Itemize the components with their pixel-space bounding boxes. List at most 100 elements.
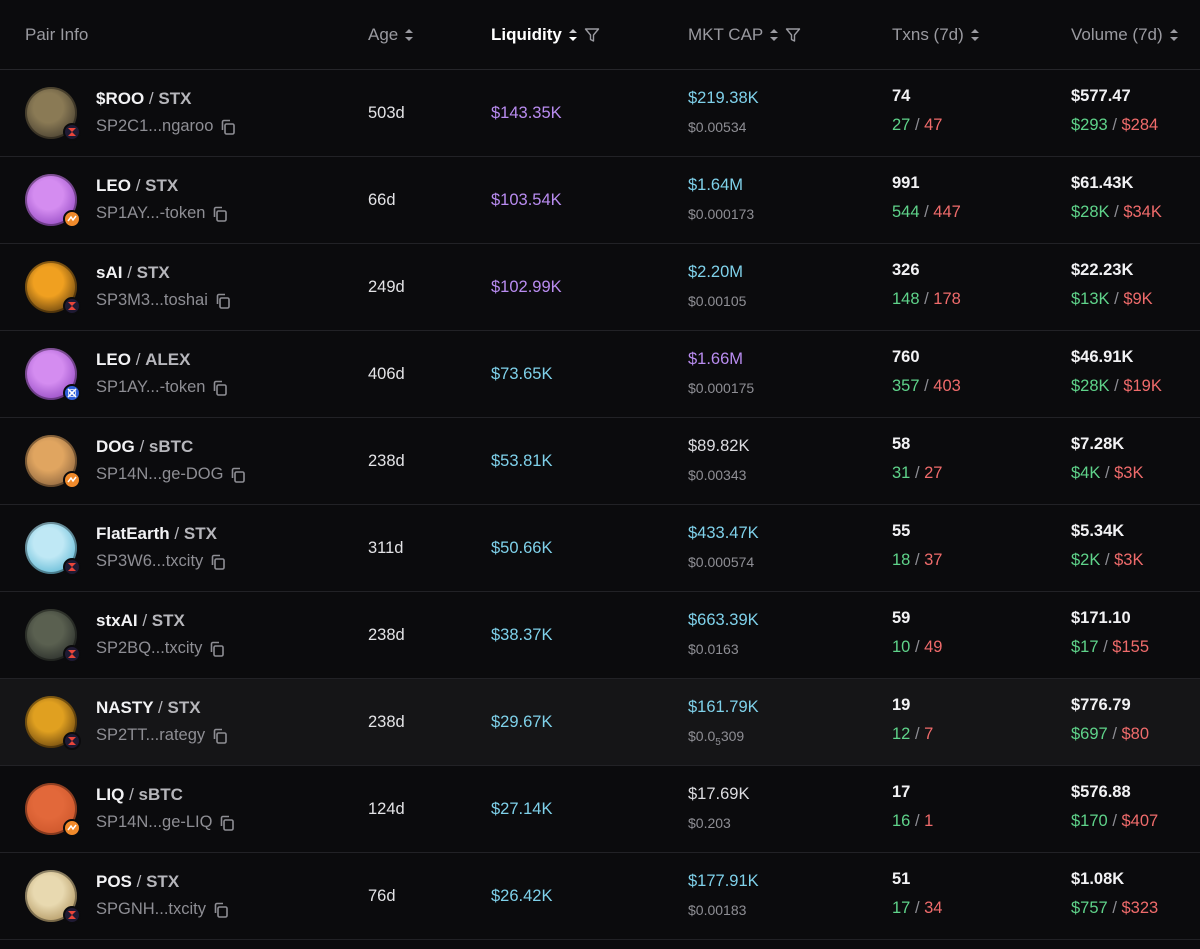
market-cap-value: $663.39K bbox=[688, 611, 759, 629]
pair-name[interactable]: LEO / STX bbox=[96, 176, 178, 196]
copy-icon[interactable] bbox=[212, 901, 230, 919]
contract-address: SP3M3...toshai bbox=[96, 291, 232, 310]
contract-address-text: SP14N...ge-DOG bbox=[96, 465, 224, 483]
contract-address-text: SPGNH...txcity bbox=[96, 900, 207, 918]
liquidity-value: $50.66K bbox=[491, 538, 553, 557]
copy-icon[interactable] bbox=[209, 553, 227, 571]
txns-buys: 10 bbox=[892, 638, 911, 656]
base-symbol: LEO bbox=[96, 350, 131, 369]
copy-icon[interactable] bbox=[229, 466, 247, 484]
col-mkt-cap[interactable]: MKT CAP bbox=[688, 0, 801, 69]
market-cap-value: $2.20M bbox=[688, 263, 744, 281]
txns-split: 27 / 47 bbox=[892, 116, 942, 135]
split-separator: / bbox=[914, 899, 925, 917]
market-cap-value: $433.47K bbox=[688, 524, 759, 542]
col-volume[interactable]: Volume (7d) bbox=[1071, 0, 1179, 69]
pair-name[interactable]: POS / STX bbox=[96, 872, 179, 892]
liquidity-value: $143.35K bbox=[491, 103, 562, 122]
market-cap-value: $161.79K bbox=[688, 698, 759, 716]
volume-buys: $13K bbox=[1071, 290, 1110, 308]
sort-arrows-icon[interactable] bbox=[568, 28, 578, 42]
pair-name[interactable]: LIQ / sBTC bbox=[96, 785, 183, 805]
split-separator: / bbox=[914, 551, 925, 569]
filter-funnel-icon[interactable] bbox=[785, 27, 801, 43]
table-row[interactable]: POS / STX SPGNH...txcity 76d $26.42K $17… bbox=[0, 853, 1200, 940]
col-age-label: Age bbox=[368, 24, 399, 44]
txns-buys: 17 bbox=[892, 899, 911, 917]
copy-icon[interactable] bbox=[211, 727, 229, 745]
contract-address: SP1AY...-token bbox=[96, 204, 229, 223]
contract-address: SP2TT...rategy bbox=[96, 726, 229, 745]
txns-total: 19 bbox=[892, 696, 911, 714]
copy-icon[interactable] bbox=[208, 640, 226, 658]
split-separator: / bbox=[1112, 899, 1122, 917]
pair-age: 66d bbox=[368, 190, 396, 209]
dex-badge-icon bbox=[63, 384, 81, 402]
pair-name[interactable]: DOG / sBTC bbox=[96, 437, 193, 457]
table-row[interactable]: LIQ / sBTC SP14N...ge-LIQ 124d $27.14K $… bbox=[0, 766, 1200, 853]
liquidity-value: $102.99K bbox=[491, 277, 562, 296]
pair-separator: / bbox=[139, 437, 149, 456]
volume-split: $2K / $3K bbox=[1071, 551, 1143, 570]
pair-name[interactable]: LEO / ALEX bbox=[96, 350, 190, 370]
contract-address-text: SP3W6...txcity bbox=[96, 552, 204, 570]
pair-name[interactable]: sAI / STX bbox=[96, 263, 170, 283]
split-separator: / bbox=[924, 203, 934, 221]
filter-funnel-icon[interactable] bbox=[584, 27, 600, 43]
pair-age: 311d bbox=[368, 538, 404, 557]
txns-total: 74 bbox=[892, 87, 911, 105]
table-row[interactable]: stxAI / STX SP2BQ...txcity 238d $38.37K … bbox=[0, 592, 1200, 679]
liquidity-value: $53.81K bbox=[491, 451, 553, 470]
volume-buys: $293 bbox=[1071, 116, 1108, 134]
liquidity-value: $73.65K bbox=[491, 364, 553, 383]
sort-arrows-icon[interactable] bbox=[970, 28, 980, 42]
txns-total: 17 bbox=[892, 783, 911, 801]
pair-separator: / bbox=[142, 611, 152, 630]
dex-badge-icon bbox=[63, 210, 81, 228]
quote-symbol: STX bbox=[136, 263, 170, 282]
table-row[interactable]: LEO / STX SP1AY...-token 66d $103.54K $1… bbox=[0, 157, 1200, 244]
volume-buys: $757 bbox=[1071, 899, 1108, 917]
pair-name[interactable]: $ROO / STX bbox=[96, 89, 191, 109]
copy-icon[interactable] bbox=[219, 118, 237, 136]
txns-sells: 37 bbox=[924, 551, 943, 569]
col-liquidity[interactable]: Liquidity bbox=[491, 0, 600, 69]
txns-split: 17 / 34 bbox=[892, 899, 942, 918]
col-txns[interactable]: Txns (7d) bbox=[892, 0, 980, 69]
table-row[interactable]: $ROO / STX SP2C1...ngaroo 503d $143.35K … bbox=[0, 70, 1200, 157]
contract-address-text: SP3M3...toshai bbox=[96, 291, 208, 309]
token-price: $0.00343 bbox=[688, 467, 747, 483]
txns-sells: 27 bbox=[924, 464, 943, 482]
volume-total: $5.34K bbox=[1071, 522, 1125, 540]
sort-arrows-icon[interactable] bbox=[769, 28, 779, 42]
copy-icon[interactable] bbox=[214, 292, 232, 310]
contract-address-text: SP14N...ge-LIQ bbox=[96, 813, 213, 831]
col-age[interactable]: Age bbox=[368, 0, 414, 69]
copy-icon[interactable] bbox=[211, 379, 229, 397]
price-digits: 309 bbox=[720, 728, 745, 744]
contract-address: SP2C1...ngaroo bbox=[96, 117, 237, 136]
volume-split: $697 / $80 bbox=[1071, 725, 1149, 744]
contract-address-text: SP1AY...-token bbox=[96, 204, 206, 222]
split-separator: / bbox=[924, 377, 934, 395]
col-pair-info: Pair Info bbox=[25, 0, 88, 69]
table-row[interactable]: FlatEarth / STX SP3W6...txcity 311d $50.… bbox=[0, 505, 1200, 592]
sort-arrows-icon[interactable] bbox=[404, 28, 414, 42]
pair-name[interactable]: stxAI / STX bbox=[96, 611, 185, 631]
price-prefix: $0.0 bbox=[688, 728, 716, 744]
txns-split: 16 / 1 bbox=[892, 812, 933, 831]
pair-name[interactable]: NASTY / STX bbox=[96, 698, 201, 718]
volume-split: $28K / $19K bbox=[1071, 377, 1162, 396]
table-row[interactable]: DOG / sBTC SP14N...ge-DOG 238d $53.81K $… bbox=[0, 418, 1200, 505]
table-row[interactable]: NASTY / STX SP2TT...rategy 238d $29.67K … bbox=[0, 679, 1200, 766]
base-symbol: LIQ bbox=[96, 785, 125, 804]
copy-icon[interactable] bbox=[218, 814, 236, 832]
pair-name[interactable]: FlatEarth / STX bbox=[96, 524, 217, 544]
quote-symbol: sBTC bbox=[138, 785, 183, 804]
volume-sells: $284 bbox=[1121, 116, 1159, 134]
table-row[interactable]: sAI / STX SP3M3...toshai 249d $102.99K $… bbox=[0, 244, 1200, 331]
copy-icon[interactable] bbox=[211, 205, 229, 223]
table-row[interactable]: LEO / ALEX SP1AY...-token 406d $73.65K $… bbox=[0, 331, 1200, 418]
sort-arrows-icon[interactable] bbox=[1169, 28, 1179, 42]
